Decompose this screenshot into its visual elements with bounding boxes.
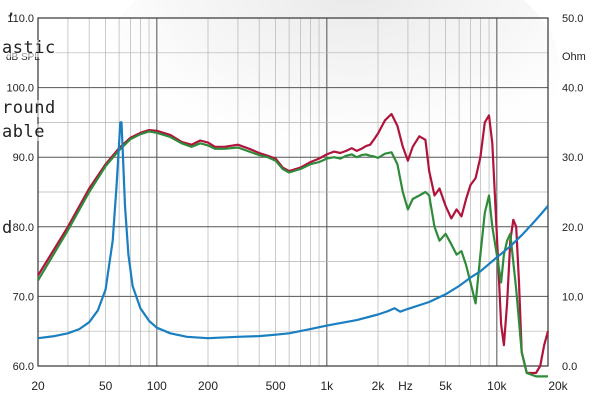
- chart-grid: [37, 17, 549, 367]
- y-left-tick-label: 90.0: [13, 152, 34, 164]
- y-right-unit-label: Ohm: [562, 51, 586, 63]
- y-right-tick-label: 30.0: [562, 152, 583, 164]
- overlay-text-3: round: [2, 98, 56, 118]
- x-tick-label: 20: [31, 379, 45, 393]
- x-tick-label: 2k: [372, 379, 386, 393]
- chart-labels: 60.0 70.0 80.0 90.0 100.0 110.0 0.0 10.0 20.0 30.…: [6, 13, 586, 393]
- x-unit-label: Hz: [398, 379, 413, 393]
- background-watermark: [100, 0, 560, 200]
- x-tick-label: 10k: [487, 379, 507, 393]
- y-right-tick-label: 50.0: [562, 13, 583, 25]
- x-tick-label: 5k: [439, 379, 453, 393]
- series-line-0: [37, 112, 550, 375]
- plot-frame: [37, 17, 549, 367]
- y-right-tick-label: 0.0: [562, 361, 577, 373]
- x-tick-label: 100: [147, 379, 167, 393]
- y-left-tick-label: 80.0: [13, 222, 34, 234]
- y-left-tick-label: 100.0: [6, 83, 34, 95]
- x-tick-label: 20k: [548, 379, 568, 393]
- x-tick-label: 1k: [320, 379, 334, 393]
- overlay-text-1: ,: [6, 0, 17, 20]
- y-left-tick-label: 110.0: [7, 13, 34, 25]
- series-line-2: [37, 121, 549, 340]
- x-tick-label: 200: [198, 379, 218, 393]
- y-right-tick-label: 20.0: [562, 222, 583, 234]
- y-right-tick-label: 10.0: [562, 291, 583, 303]
- overlay-text-5: d: [2, 218, 13, 238]
- y-left-tick-label: 60.0: [13, 361, 34, 373]
- y-left-tick-label: 70.0: [13, 291, 34, 303]
- x-tick-label: 50: [99, 379, 113, 393]
- y-left-unit-label: dB SPL: [6, 52, 40, 63]
- x-tick-label: 500: [266, 379, 286, 393]
- y-right-tick-label: 40.0: [562, 83, 583, 95]
- chart-curves: [37, 112, 550, 378]
- series-line-1: [37, 130, 548, 378]
- overlay-text-2: astic: [2, 38, 56, 58]
- overlay-text-4: able: [2, 122, 45, 142]
